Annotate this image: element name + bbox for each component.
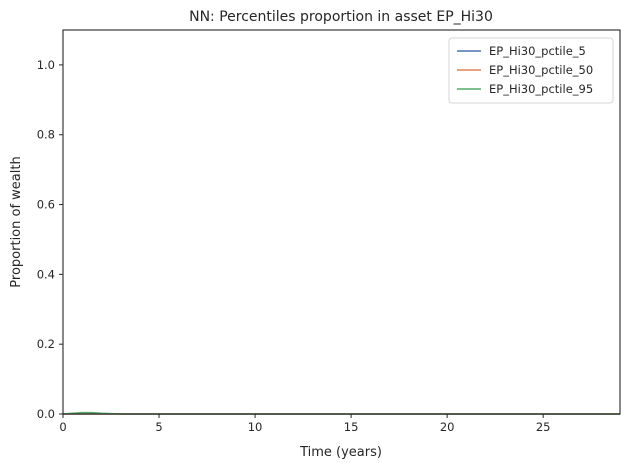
plot-frame [62,29,621,415]
x-tick-label: 5 [155,420,162,434]
y-axis-label: Proportion of wealth [9,156,24,287]
axes: 0 5 10 15 20 25 0.0 0.2 0.4 0.6 0.8 1.0 [37,29,621,434]
legend: EP_Hi30_pctile_5 EP_Hi30_pctile_50 EP_Hi30… [448,37,614,104]
x-tick-label: 10 [248,420,263,434]
x-tick-label: 20 [440,420,455,434]
legend-label-2: EP_Hi30_pctile_50 [489,63,593,77]
legend-label-3: EP_Hi30_pctile_95 [489,82,593,96]
chart-title: NN: Percentiles proportion in asset EP_H… [189,9,493,25]
x-axis-label: Time (years) [299,445,382,460]
legend-label-1: EP_Hi30_pctile_5 [489,44,586,58]
y-tick-label: 0.6 [37,198,55,212]
y-tick-label: 1.0 [37,58,55,72]
legend-box [448,37,614,104]
x-tick-label: 25 [536,420,551,434]
y-tick-label: 0.2 [37,337,55,351]
x-tick-label: 15 [344,420,359,434]
y-tick-label: 0.4 [37,267,55,281]
y-tick-label: 0.0 [37,407,55,421]
x-tick-label: 0 [59,420,66,434]
y-tick-label: 0.8 [37,128,55,142]
